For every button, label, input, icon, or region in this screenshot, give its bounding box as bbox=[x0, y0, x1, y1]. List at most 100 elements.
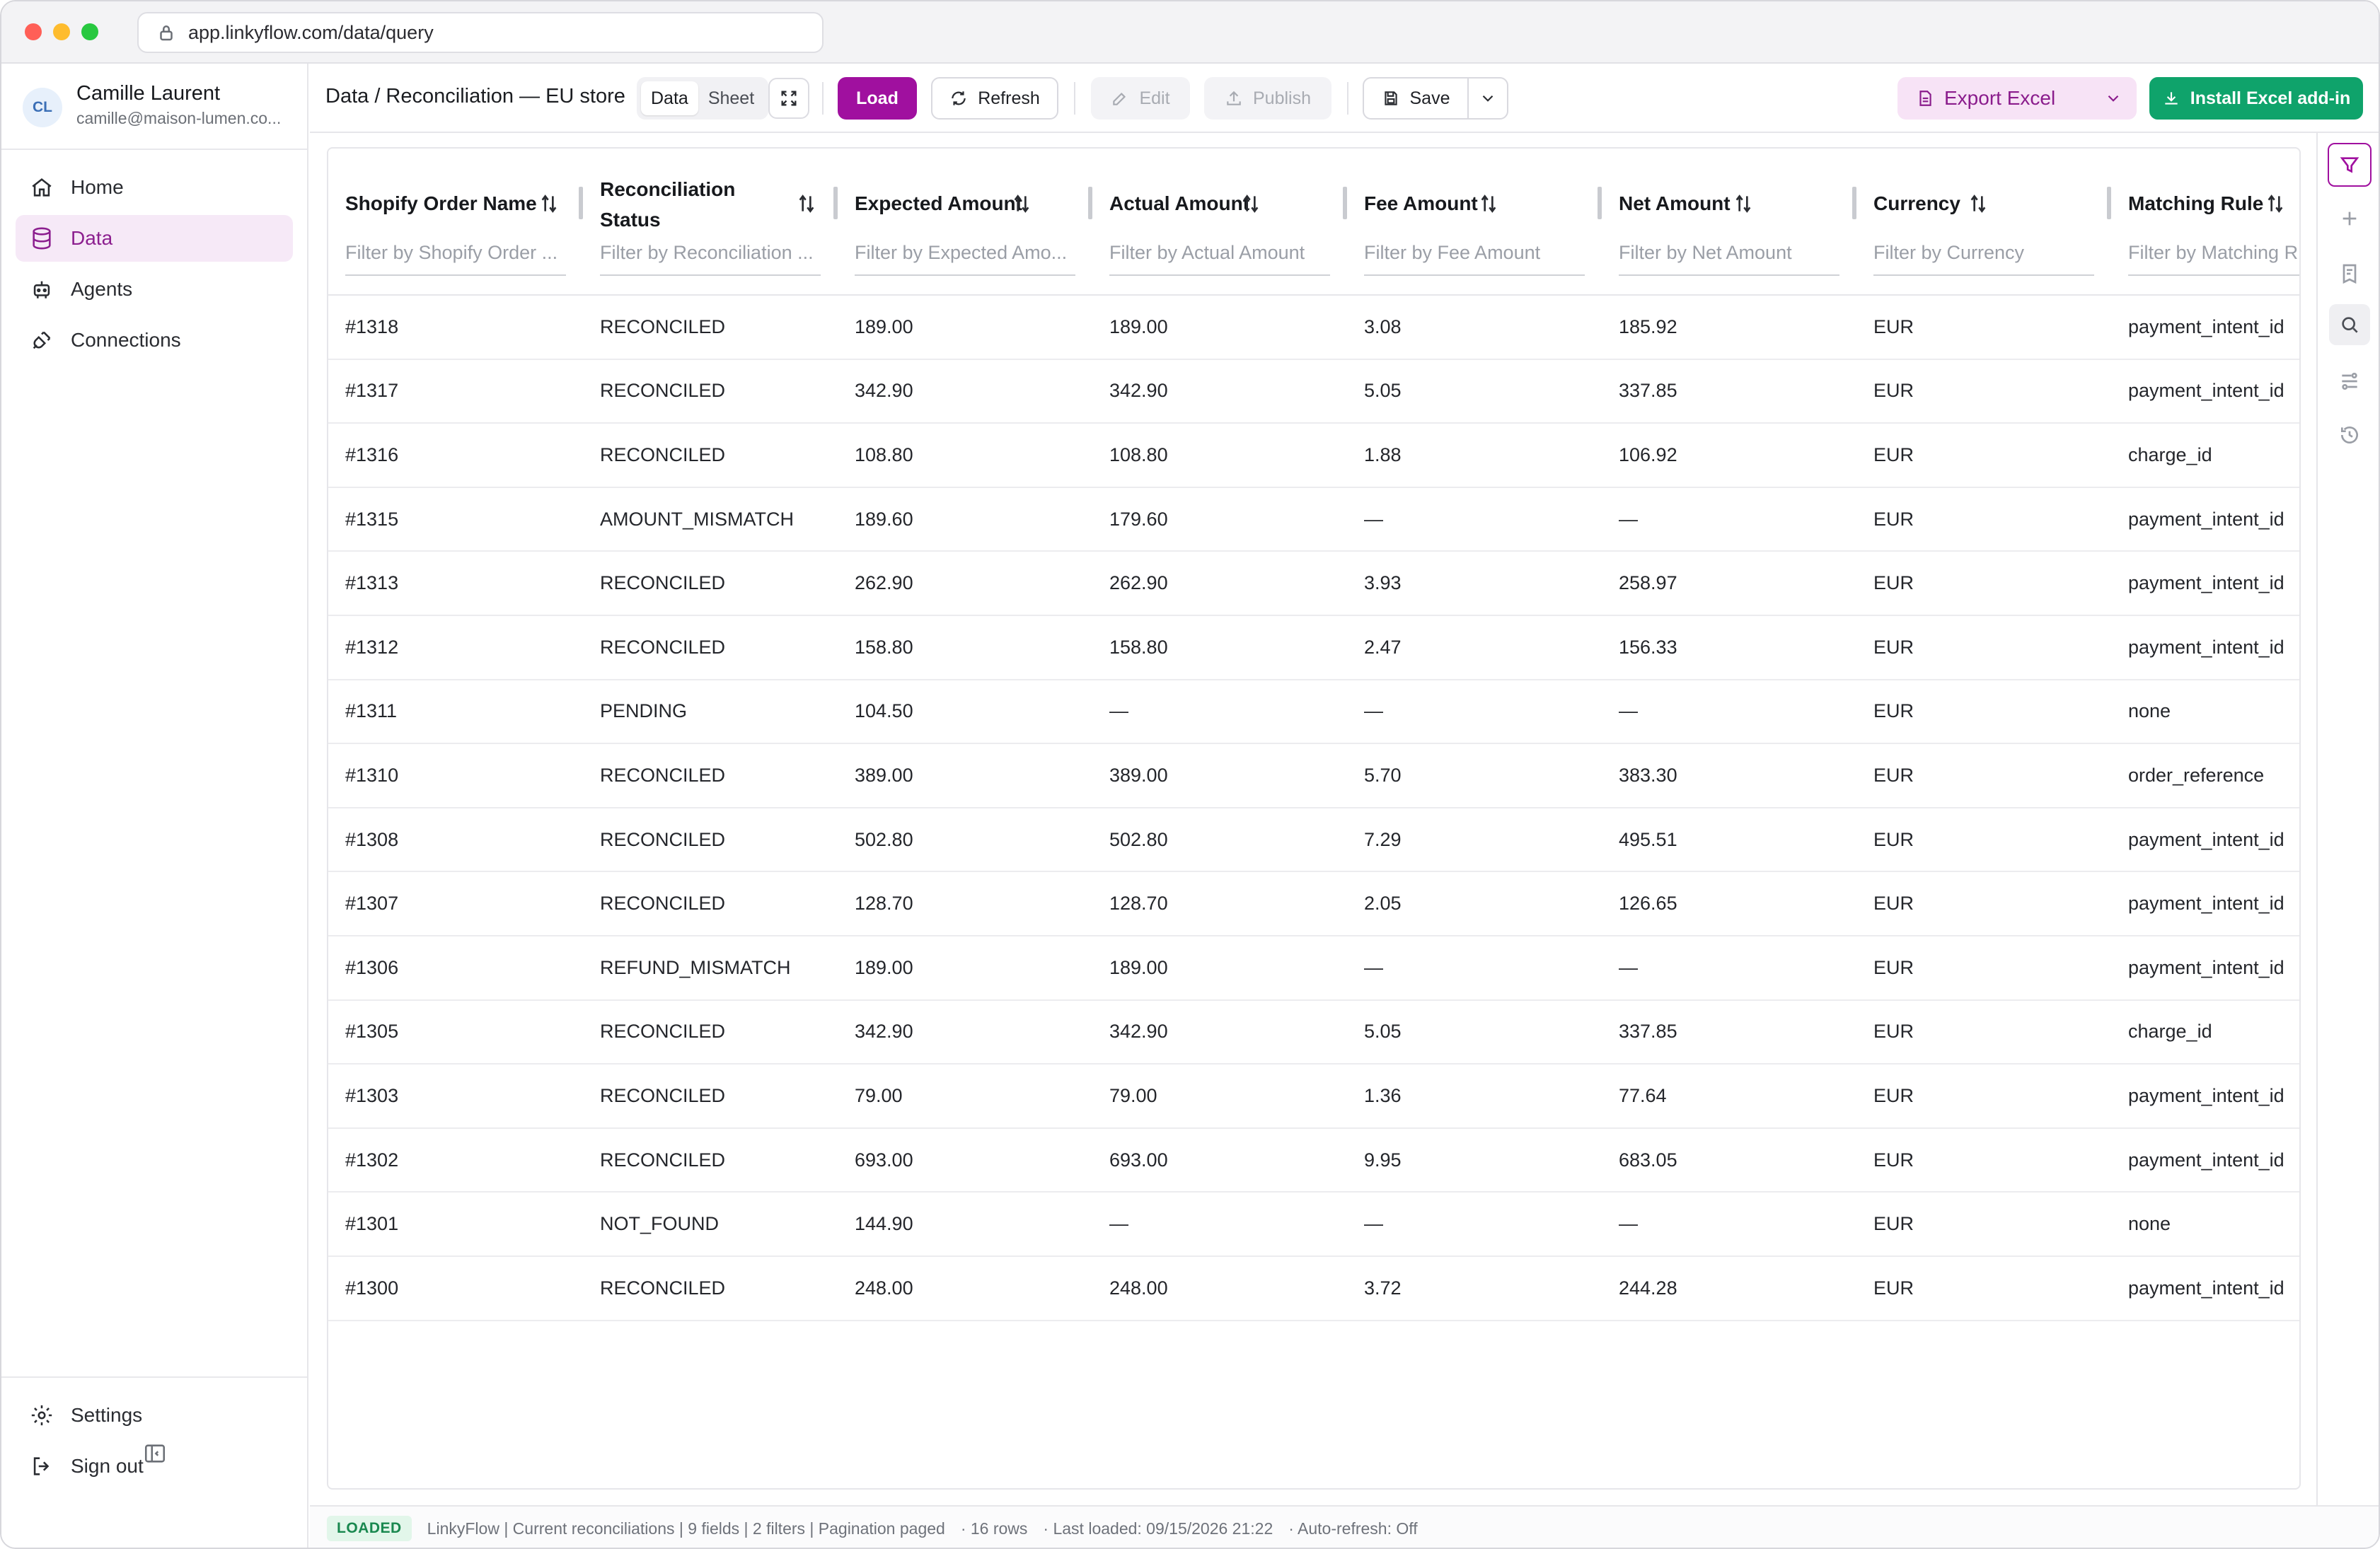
column-header-order-name[interactable]: Shopify Order Name Filter by Shopify Ord… bbox=[328, 149, 583, 296]
filter-input[interactable]: Filter by Net Amount bbox=[1619, 236, 1839, 276]
workflow-button[interactable] bbox=[2333, 365, 2366, 398]
refresh-button[interactable]: Refresh bbox=[931, 77, 1058, 120]
sidebar-item-connections[interactable]: Connections bbox=[16, 317, 293, 364]
filter-input[interactable]: Filter by Expected Amo... bbox=[855, 236, 1075, 276]
sort-icon[interactable] bbox=[1967, 192, 1989, 215]
column-header-expected-amount[interactable]: Expected Amount Filter by Expected Amo..… bbox=[838, 149, 1092, 296]
table-row[interactable]: #1300 RECONCILED 248.00 248.00 3.72 244.28 EUR… bbox=[328, 1255, 2299, 1321]
table-row[interactable]: #1308 RECONCILED 502.80 502.80 7.29 495.51 EUR… bbox=[328, 807, 2299, 873]
table-cell: RECONCILED bbox=[583, 359, 838, 424]
column-resize-handle[interactable] bbox=[579, 187, 583, 219]
chevron-down-icon[interactable] bbox=[2104, 89, 2122, 108]
minimize-window-button[interactable] bbox=[53, 23, 70, 40]
table-row[interactable]: #1317 RECONCILED 342.90 342.90 5.05 337.85 EUR… bbox=[328, 359, 2299, 424]
sidebar-item-agents[interactable]: Agents bbox=[16, 266, 293, 313]
filter-input[interactable]: Filter by Shopify Order ... bbox=[345, 236, 566, 276]
table-cell: none bbox=[2111, 679, 2299, 745]
address-bar[interactable]: app.linkyflow.com/data/query bbox=[137, 12, 824, 53]
table-row[interactable]: #1316 RECONCILED 108.80 108.80 1.88 106.92 EUR… bbox=[328, 423, 2299, 488]
search-button[interactable] bbox=[2329, 304, 2370, 345]
column-resize-handle[interactable] bbox=[2107, 187, 2111, 219]
sort-icon[interactable] bbox=[795, 192, 818, 215]
column-header-currency[interactable]: Currency Filter by Currency bbox=[1856, 149, 2111, 296]
close-window-button[interactable] bbox=[25, 23, 42, 40]
sidebar-item-home[interactable]: Home bbox=[16, 164, 293, 211]
table-row[interactable]: #1312 RECONCILED 158.80 158.80 2.47 156.33 EUR… bbox=[328, 615, 2299, 680]
table-cell: 189.00 bbox=[838, 295, 1092, 360]
sidebar-item-label: Home bbox=[71, 176, 124, 198]
filter-input[interactable]: Filter by Fee Amount bbox=[1364, 236, 1585, 276]
table-row[interactable]: #1303 RECONCILED 79.00 79.00 1.36 77.64 EUR pay… bbox=[328, 1064, 2299, 1129]
database-icon bbox=[33, 227, 51, 250]
table-cell: payment_intent_id bbox=[2111, 1127, 2299, 1193]
maximize-window-button[interactable] bbox=[81, 23, 98, 40]
sort-icon[interactable] bbox=[1477, 192, 1500, 215]
publish-label: Publish bbox=[1253, 88, 1311, 108]
table-cell: #1310 bbox=[328, 743, 583, 808]
history-button[interactable] bbox=[2333, 419, 2366, 451]
column-header-status[interactable]: Reconciliation Status Filter by Reconcil… bbox=[583, 149, 838, 296]
save-options-button[interactable] bbox=[1467, 77, 1508, 120]
add-button[interactable] bbox=[2333, 202, 2366, 235]
table-row[interactable]: #1306 REFUND_MISMATCH 189.00 189.00— — EUR pay… bbox=[328, 935, 2299, 1001]
save-button[interactable]: Save bbox=[1363, 77, 1469, 120]
table-cell: order_reference bbox=[2111, 743, 2299, 808]
sort-icon[interactable] bbox=[1010, 192, 1033, 215]
tab-sheet[interactable]: Sheet bbox=[707, 88, 755, 108]
sort-icon[interactable] bbox=[2264, 192, 2287, 215]
column-resize-handle[interactable] bbox=[1343, 187, 1347, 219]
sort-icon[interactable] bbox=[1732, 192, 1755, 215]
sidebar-item-data[interactable]: Data bbox=[16, 215, 293, 262]
publish-button[interactable]: Publish bbox=[1204, 77, 1331, 120]
sidebar-item-signout[interactable]: Sign out bbox=[16, 1443, 293, 1490]
column-resize-handle[interactable] bbox=[1852, 187, 1856, 219]
sidebar-footer: Settings Sign out bbox=[1, 1376, 307, 1494]
sort-icon[interactable] bbox=[538, 192, 560, 215]
filter-input[interactable]: Filter by Actual Amount bbox=[1109, 236, 1330, 276]
table-cell: 262.90 bbox=[1092, 551, 1347, 616]
table-row[interactable]: #1315 AMOUNT_MISMATCH 189.60 179.60— — EUR pay… bbox=[328, 487, 2299, 552]
sort-icon[interactable] bbox=[1240, 192, 1262, 215]
filter-input[interactable]: Filter by Currency bbox=[1873, 236, 2094, 276]
table-cell: 189.00 bbox=[1092, 295, 1347, 360]
table-row[interactable]: #1318 RECONCILED 189.00 189.00 3.08 185.92 EUR… bbox=[328, 295, 2299, 360]
table-cell: #1315 bbox=[328, 487, 583, 552]
edit-button[interactable]: Edit bbox=[1091, 77, 1190, 120]
fullscreen-button[interactable] bbox=[768, 78, 809, 119]
table-row[interactable]: #1313 RECONCILED 262.90 262.90 3.93 258.97 EUR… bbox=[328, 551, 2299, 616]
divider bbox=[1074, 82, 1075, 115]
load-button[interactable]: Load bbox=[838, 77, 917, 120]
table-row[interactable]: #1305 RECONCILED 342.90 342.90 5.05 337.85 EUR… bbox=[328, 999, 2299, 1065]
query-source: LinkyFlow | Current reconciliations | 9 … bbox=[427, 1519, 945, 1538]
table-cell: 342.90 bbox=[1092, 999, 1347, 1065]
filter-input[interactable]: Filter by Matching R bbox=[2128, 236, 2299, 276]
table-cell: none bbox=[2111, 1192, 2299, 1257]
tab-data[interactable]: Data bbox=[641, 81, 698, 115]
table-cell: 156.33 bbox=[1602, 615, 1856, 680]
table-row[interactable]: #1307 RECONCILED 128.70 128.70 2.05 126.65 EUR… bbox=[328, 871, 2299, 936]
save-icon bbox=[1384, 91, 1397, 105]
column-header-matching-rule[interactable]: Matching Rule Filter by Matching R bbox=[2111, 149, 2299, 296]
table-cell: 108.80 bbox=[838, 423, 1092, 488]
column-resize-handle[interactable] bbox=[1088, 187, 1092, 219]
column-header-net-amount[interactable]: Net Amount Filter by Net Amount bbox=[1602, 149, 1856, 296]
notes-button[interactable] bbox=[2333, 257, 2366, 290]
table-row[interactable]: #1301 NOT_FOUND 144.90— — — EUR none bbox=[328, 1192, 2299, 1257]
table-cell: AMOUNT_MISMATCH bbox=[583, 487, 838, 552]
column-resize-handle[interactable] bbox=[1598, 187, 1602, 219]
collapse-sidebar-icon[interactable] bbox=[143, 1441, 167, 1466]
column-header-actual-amount[interactable]: Actual Amount Filter by Actual Amount bbox=[1092, 149, 1347, 296]
user-profile[interactable]: CL Camille Laurent camille@maison-lumen.… bbox=[1, 64, 307, 150]
table-row[interactable]: #1310 RECONCILED 389.00 389.00 5.70 383.30 EUR… bbox=[328, 743, 2299, 808]
column-header-fee-amount[interactable]: Fee Amount Filter by Fee Amount bbox=[1347, 149, 1602, 296]
export-excel-button[interactable]: Export Excel bbox=[1897, 77, 2137, 120]
sidebar-item-settings[interactable]: Settings bbox=[16, 1392, 293, 1439]
filter-input[interactable]: Filter by Reconciliation ... bbox=[600, 236, 821, 276]
table-row[interactable]: #1311 PENDING 104.50— — — EUR none bbox=[328, 679, 2299, 745]
load-label: Load bbox=[856, 88, 899, 108]
column-resize-handle[interactable] bbox=[833, 187, 838, 219]
right-tool-rail bbox=[2316, 133, 2379, 1528]
filter-panel-button[interactable] bbox=[2328, 143, 2372, 187]
install-excel-addin-button[interactable]: Install Excel add-in bbox=[2149, 77, 2363, 120]
table-row[interactable]: #1302 RECONCILED 693.00 693.00 9.95 683.05 EUR… bbox=[328, 1127, 2299, 1193]
